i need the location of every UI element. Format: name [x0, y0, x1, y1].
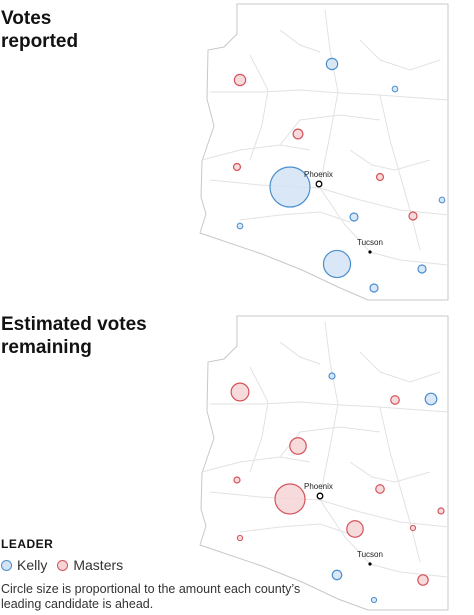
arizona-map-votes-reported: Phoenix Tucson	[199, 3, 449, 301]
phoenix-label: Phoenix	[304, 170, 333, 179]
road	[349, 461, 431, 483]
county-circle-masters	[437, 507, 445, 515]
arizona-shape	[199, 3, 449, 301]
road	[319, 9, 339, 186]
county-circle-kelly	[417, 264, 427, 274]
city-phoenix: Phoenix	[304, 170, 333, 188]
legend-note: Circle size is proportional to the amoun…	[1, 582, 301, 611]
legend-label-masters: Masters	[73, 557, 124, 573]
panel-title-line1: Votes	[1, 8, 52, 29]
panel-title-line1: Estimated votes	[1, 314, 147, 335]
road-network	[201, 9, 449, 266]
county-circle-kelly	[325, 57, 339, 71]
county-circles	[232, 57, 446, 293]
county-circle-masters	[375, 172, 385, 182]
county-circle-kelly	[328, 372, 336, 380]
road	[249, 54, 269, 161]
county-circle-masters	[274, 483, 306, 515]
road	[239, 523, 351, 535]
tucson-label: Tucson	[357, 550, 383, 559]
county-circle-masters	[390, 395, 400, 405]
county-circle-kelly	[349, 212, 359, 222]
county-circle-masters	[233, 476, 241, 484]
tucson-label: Tucson	[357, 238, 383, 247]
legend-label-kelly: Kelly	[17, 557, 48, 573]
tucson-marker-icon	[368, 562, 372, 566]
road	[379, 94, 421, 251]
panel-title-line2: reported	[1, 31, 79, 52]
county-circle-masters	[289, 437, 307, 455]
county-circle-kelly	[391, 85, 399, 93]
panel-title-line2: remaining	[1, 337, 92, 358]
county-circle-masters	[409, 524, 417, 532]
road	[210, 401, 449, 413]
county-circle-kelly	[322, 249, 352, 279]
panel-title-votes-reported: Votes reported	[1, 7, 201, 53]
county-circle-kelly	[370, 596, 378, 604]
road	[319, 321, 339, 498]
legend: LEADER Kelly Masters	[1, 537, 301, 573]
county-circle-masters	[346, 520, 364, 538]
arizona-map-votes-remaining: Phoenix Tucson	[199, 315, 449, 611]
phoenix-label: Phoenix	[304, 482, 333, 491]
road	[201, 144, 311, 161]
kelly-circle-icon	[1, 559, 12, 571]
road	[239, 211, 351, 223]
road	[279, 341, 321, 365]
county-circle-kelly	[331, 569, 343, 581]
legend-heading: LEADER	[1, 537, 54, 551]
county-circles	[230, 372, 445, 604]
county-circle-masters	[417, 574, 429, 586]
legend-item-masters: Masters	[57, 557, 123, 573]
road	[359, 39, 441, 71]
county-circle-kelly	[438, 196, 446, 204]
city-tucson: Tucson	[357, 238, 383, 254]
county-circle-masters	[233, 73, 247, 87]
road	[359, 351, 441, 383]
phoenix-marker-icon	[316, 492, 324, 500]
road	[379, 406, 421, 563]
road	[349, 149, 431, 171]
road	[279, 114, 381, 146]
county-circle-kelly	[424, 392, 438, 406]
city-tucson: Tucson	[357, 550, 383, 566]
legend-item-kelly: Kelly	[1, 557, 47, 573]
tucson-marker-icon	[368, 250, 372, 254]
county-circle-masters	[292, 128, 304, 140]
phoenix-marker-icon	[315, 180, 323, 188]
county-circle-kelly	[269, 166, 311, 208]
state-outline	[199, 3, 449, 301]
county-circle-masters	[408, 211, 418, 221]
county-circle-kelly	[236, 222, 244, 230]
road	[249, 366, 269, 473]
city-phoenix: Phoenix	[304, 482, 333, 500]
road	[209, 491, 449, 528]
road	[201, 456, 311, 473]
county-circle-masters	[232, 162, 242, 172]
masters-circle-icon	[57, 559, 69, 571]
road	[279, 29, 321, 53]
county-circle-masters	[236, 534, 244, 542]
road	[210, 89, 449, 101]
road	[209, 179, 449, 216]
county-circle-masters	[230, 382, 250, 402]
county-circle-masters	[375, 484, 385, 494]
legend-items: Kelly Masters	[1, 557, 301, 573]
county-circle-kelly	[369, 283, 379, 293]
panel-title-votes-remaining: Estimated votes remaining	[1, 313, 201, 359]
